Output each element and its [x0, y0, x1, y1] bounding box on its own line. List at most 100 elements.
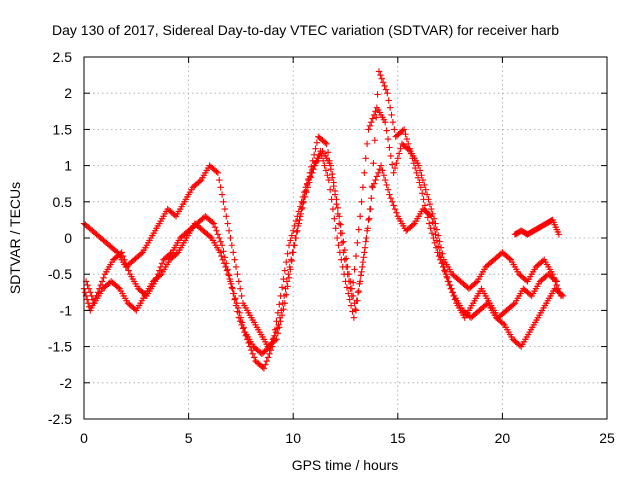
data-point [228, 242, 236, 249]
data-point [355, 287, 362, 295]
series-track-c [82, 68, 567, 358]
data-point [372, 108, 379, 115]
data-point [167, 250, 174, 257]
data-point [359, 258, 367, 266]
data-point [409, 221, 417, 228]
data-point [383, 181, 390, 189]
data-point [347, 302, 355, 309]
data-point [409, 155, 416, 162]
data-point [297, 210, 305, 218]
data-point [273, 325, 281, 332]
data-point [430, 215, 438, 222]
data-point [389, 198, 396, 205]
data-point [359, 263, 366, 271]
data-point [225, 272, 233, 279]
data-point [350, 314, 358, 321]
data-point [386, 104, 394, 111]
data-point [435, 232, 442, 239]
data-point [336, 220, 343, 227]
x-tick-label: 5 [185, 430, 193, 446]
data-point [236, 309, 243, 317]
data-point [425, 220, 433, 227]
data-point [332, 225, 339, 232]
data-point [391, 126, 398, 133]
y-tick-label: -2 [60, 375, 73, 391]
data-point [510, 301, 517, 308]
data-point [365, 126, 372, 133]
data-point [384, 135, 392, 143]
x-tick-label: 25 [599, 430, 615, 446]
data-point [299, 199, 307, 207]
data-point [363, 234, 370, 242]
data-point [382, 176, 389, 184]
data-point [335, 242, 342, 249]
data-point [331, 191, 339, 198]
data-point [214, 169, 222, 177]
data-point [264, 354, 272, 361]
grid [84, 57, 607, 419]
data-point [390, 169, 397, 177]
data-point [437, 256, 444, 263]
data-point [550, 274, 558, 282]
x-tick-label: 20 [495, 430, 511, 446]
axis-ticks: 0 5 10 15 20 25 -2.5 -2 -1.5 -1 -0.5 0 0.5 1 1.5 2 2.5 [48, 49, 615, 446]
data-point [337, 229, 344, 237]
data-point [339, 263, 346, 271]
data-point [98, 278, 106, 285]
data-point [337, 221, 344, 228]
data-point [427, 225, 434, 232]
data-point [426, 201, 434, 208]
data-point [388, 111, 395, 119]
data-point [324, 149, 332, 156]
data-point [131, 305, 139, 313]
data-point [371, 137, 378, 144]
data-point [363, 140, 371, 148]
data-point [217, 238, 224, 245]
data-point [347, 285, 354, 292]
data-point [338, 256, 345, 263]
data-point [268, 339, 275, 347]
data-point [272, 328, 279, 336]
data-point [387, 194, 395, 202]
data-point [287, 256, 295, 263]
data-point [378, 75, 385, 82]
data-point [280, 292, 288, 300]
data-point [357, 272, 365, 279]
data-point [364, 225, 372, 232]
data-point [374, 91, 381, 98]
data-point [281, 267, 289, 274]
data-point [516, 342, 524, 349]
data-point [334, 210, 342, 218]
data-point [220, 260, 228, 267]
data-point [237, 285, 244, 292]
data-point [391, 164, 399, 172]
data-point [346, 296, 353, 303]
data-point [558, 291, 565, 298]
data-point [354, 239, 361, 247]
data-point [214, 231, 222, 238]
data-point [302, 187, 309, 195]
data-point [228, 284, 236, 291]
data-point [527, 291, 534, 298]
data-point [407, 150, 415, 157]
data-point [289, 249, 296, 256]
data-point [225, 227, 233, 234]
data-point [432, 220, 439, 227]
data-point [88, 292, 95, 300]
data-point [356, 213, 364, 220]
data-point [100, 274, 107, 282]
data-point [285, 274, 293, 282]
data-point [366, 122, 374, 129]
data-point [348, 292, 355, 300]
data-point [271, 332, 278, 339]
data-point [114, 284, 122, 291]
data-point [309, 157, 316, 164]
data-point [137, 250, 145, 257]
data-point [367, 205, 374, 213]
data-point [220, 248, 227, 255]
data-point [321, 162, 328, 169]
data-point [274, 309, 282, 317]
data-point [238, 292, 245, 300]
data-point [299, 204, 306, 212]
data-point [213, 168, 220, 175]
